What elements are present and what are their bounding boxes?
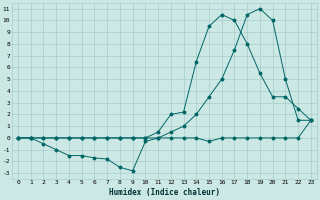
X-axis label: Humidex (Indice chaleur): Humidex (Indice chaleur)	[109, 188, 220, 197]
